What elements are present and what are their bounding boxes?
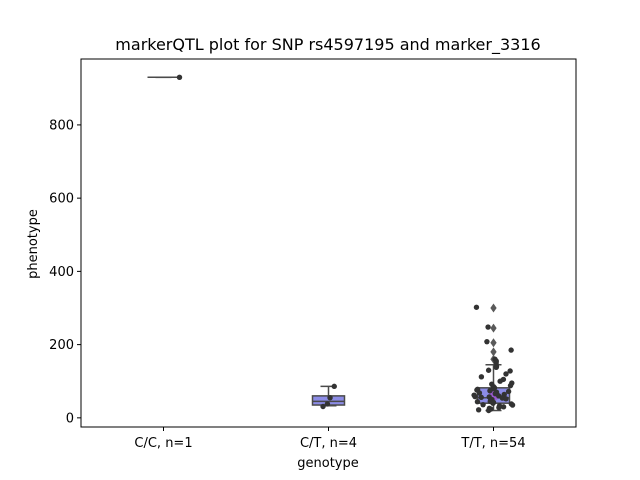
- outlier-point: [490, 338, 497, 348]
- x-tick-label: T/T, n=54: [460, 436, 525, 451]
- y-tick-label: 200: [49, 338, 74, 353]
- group-3: [471, 303, 516, 414]
- data-point: [487, 388, 493, 394]
- data-point: [493, 364, 499, 371]
- data-point: [480, 401, 486, 408]
- x-tick-label: C/C, n=1: [134, 436, 192, 451]
- y-tick-label: 0: [66, 411, 74, 426]
- data-point: [503, 371, 509, 377]
- data-point: [500, 404, 507, 410]
- data-point: [507, 368, 513, 374]
- plot-frame: [80, 58, 577, 428]
- data-point: [320, 403, 326, 410]
- data-point: [472, 393, 478, 400]
- x-axis: C/C, n=1 C/T, n=4 T/T, n=54: [134, 427, 526, 451]
- data-point: [473, 304, 480, 310]
- y-axis-label: phenotype: [26, 209, 41, 279]
- data-point: [503, 396, 509, 402]
- x-axis-label: genotype: [297, 456, 358, 471]
- outlier-point: [490, 347, 497, 357]
- data-point: [476, 390, 483, 396]
- outlier-point: [490, 323, 497, 333]
- data-point: [508, 347, 514, 353]
- data-point: [507, 382, 514, 389]
- data-point: [478, 394, 484, 401]
- data-point: [475, 407, 482, 413]
- outlier-point: [490, 303, 497, 313]
- y-axis: 0 200 400 600 800: [49, 118, 81, 426]
- data-point: [474, 399, 481, 405]
- group-1: [147, 74, 183, 81]
- data-point: [327, 395, 333, 401]
- data-point: [485, 407, 492, 414]
- y-tick-label: 600: [49, 192, 74, 207]
- y-tick-label: 400: [49, 265, 74, 280]
- data-point: [505, 388, 512, 395]
- data-point: [485, 367, 492, 373]
- y-tick-label: 800: [49, 118, 74, 133]
- data-point: [496, 404, 502, 411]
- data-point: [509, 402, 516, 408]
- data-point: [490, 400, 496, 406]
- data-point: [331, 383, 337, 390]
- data-point: [478, 374, 485, 380]
- x-tick-label: C/T, n=4: [300, 436, 357, 451]
- data-point: [324, 401, 331, 407]
- plot-area: [147, 74, 516, 414]
- chart-title: markerQTL plot for SNP rs4597195 and mar…: [115, 35, 540, 55]
- group-2: [311, 383, 346, 410]
- data-point: [485, 324, 491, 330]
- data-point: [176, 74, 183, 81]
- data-point: [497, 378, 503, 384]
- data-point: [484, 338, 490, 345]
